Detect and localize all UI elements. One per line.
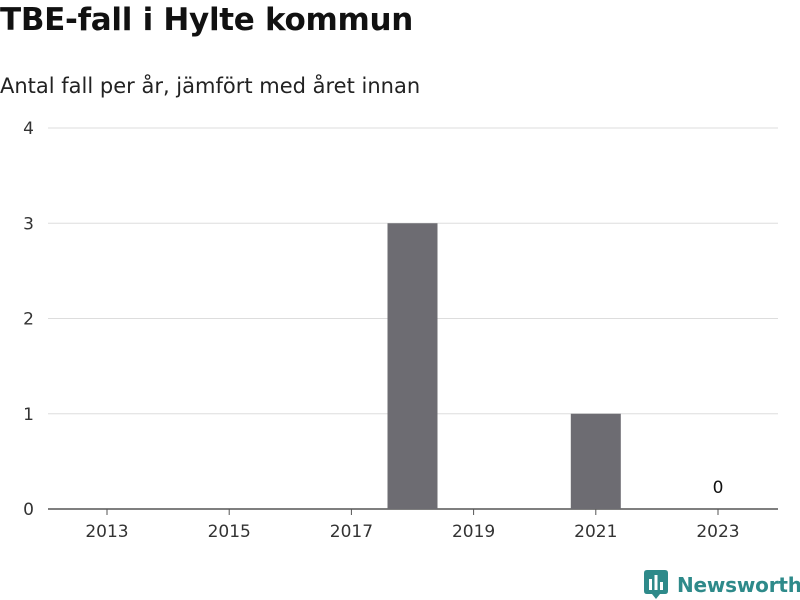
chart-subtitle: Antal fall per år, jämfört med året inna… (0, 74, 421, 98)
x-tick-label: 2019 (452, 522, 495, 542)
newsworthy-logo: Newsworthy (644, 570, 800, 599)
y-tick-label: 1 (23, 405, 34, 425)
bar-chart: 0 1 2 3 4 2013 2015 2017 2019 2021 2023 0 (23, 119, 778, 542)
y-tick-label: 3 (23, 214, 34, 234)
y-tick-label: 2 (23, 310, 34, 330)
x-tick-label: 2021 (574, 522, 617, 542)
data-label: 0 (713, 478, 724, 498)
logo-text: Newsworthy (677, 572, 800, 597)
bar-chart-bubble-icon (644, 570, 668, 599)
x-tick-label: 2023 (696, 522, 739, 542)
y-tick-label: 0 (23, 500, 34, 520)
x-tick-label: 2013 (85, 522, 128, 542)
bar-2021 (570, 413, 621, 509)
y-tick-label: 4 (23, 119, 34, 139)
x-tick-label: 2015 (208, 522, 251, 542)
x-tick-label: 2017 (330, 522, 373, 542)
bar-2018 (387, 223, 438, 509)
chart-title: TBE-fall i Hylte kommun (0, 2, 414, 38)
